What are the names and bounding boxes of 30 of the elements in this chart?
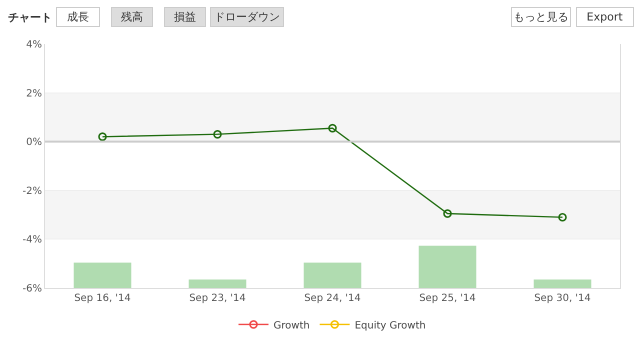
x-tick-label: Sep 24, '14 [304, 293, 361, 304]
legend-label: Equity Growth [354, 320, 426, 332]
text: 損益 [174, 10, 196, 24]
text: Export [586, 10, 624, 24]
point [328, 124, 337, 132]
point [98, 132, 107, 142]
y-tick-label: 4% [26, 40, 42, 50]
y-tick-label: -2% [22, 186, 42, 197]
text: 成長 [67, 10, 89, 24]
point [443, 209, 452, 218]
bar [74, 262, 132, 288]
chart-title: チャート [8, 10, 52, 24]
y-tick-label: -4% [22, 234, 42, 246]
y-tick-label: -6% [22, 284, 42, 294]
bar [418, 246, 476, 288]
x-tick-label: Sep 23, '14 [189, 293, 246, 304]
x-tick-label: Sep 25, '14 [419, 293, 476, 304]
bar [534, 279, 592, 288]
text: ドローダウン [214, 10, 280, 24]
x-tick-label: Sep 30, '14 [534, 293, 591, 304]
point [213, 130, 222, 139]
legend-label: Growth [274, 320, 310, 332]
text: もっと見る [514, 10, 568, 24]
y-tick-label: 0% [26, 137, 42, 148]
bar [304, 262, 362, 288]
bar [188, 279, 246, 288]
text: 残高 [121, 10, 143, 24]
point [558, 212, 567, 222]
x-tick-label: Sep 16, '14 [74, 293, 131, 304]
y-tick-label: 2% [26, 88, 42, 100]
